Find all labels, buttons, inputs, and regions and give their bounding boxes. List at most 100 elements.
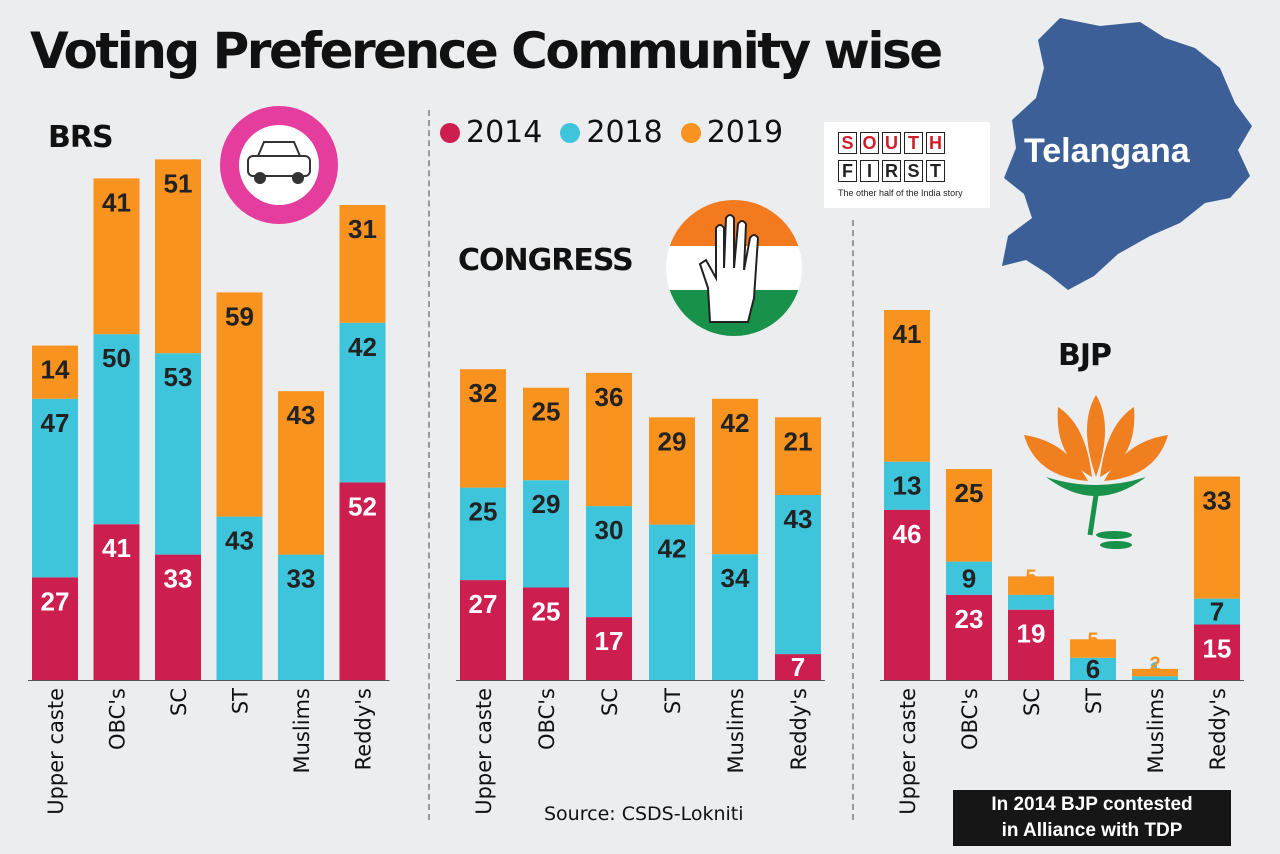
note-line-1: In 2014 BJP contested (991, 794, 1193, 815)
note-line-2: in Alliance with TDP (1001, 820, 1183, 841)
legend-item-2019: 2019 (680, 115, 784, 150)
logo-letter: S (838, 132, 857, 154)
data-label: 29 (658, 426, 687, 456)
data-label: 19 (1017, 619, 1046, 649)
legend: 2014 2018 2019 (440, 115, 783, 150)
bar-segment (586, 372, 632, 507)
congress-hand-logo-icon (666, 200, 802, 336)
data-label: 30 (595, 515, 624, 545)
bar-segment (1194, 598, 1240, 625)
category-label: ST (1082, 688, 1106, 714)
data-label: 42 (721, 408, 750, 438)
data-label: 43 (784, 504, 813, 534)
bar-segment (775, 654, 821, 680)
data-label: 5 (1025, 567, 1036, 589)
data-label: 25 (532, 597, 561, 627)
bar-segment (946, 561, 992, 595)
legend-item-2018: 2018 (560, 115, 663, 150)
bar-segment (32, 398, 78, 578)
telangana-map-icon (1002, 18, 1252, 290)
chart-title: Voting Preference Community wise (30, 22, 943, 80)
category-label: Muslims (1144, 688, 1168, 773)
data-label: 46 (893, 519, 922, 549)
data-label: 31 (348, 214, 377, 244)
bar-segment (155, 159, 201, 354)
bar-segment (32, 345, 78, 399)
bar-segment (339, 205, 386, 323)
data-label: 34 (721, 563, 750, 593)
data-label: 13 (893, 471, 922, 501)
category-label: SC (598, 688, 622, 716)
bar-segment (946, 469, 992, 562)
data-label: 7 (791, 652, 805, 682)
data-label: 6 (1086, 654, 1100, 684)
category-label: OBC's (106, 688, 130, 750)
logo-row-2: F I R S T (838, 160, 945, 182)
logo-row-1: S O U T H (838, 132, 945, 154)
data-label: 33 (164, 564, 193, 594)
logo-letter: T (904, 132, 923, 154)
data-label: 36 (595, 382, 624, 412)
category-label: Muslims (724, 688, 748, 773)
bar-segment (649, 417, 695, 525)
legend-label-2019: 2019 (706, 115, 784, 150)
bar-segment (775, 417, 821, 495)
bar-segment (460, 580, 506, 680)
bar-segment (93, 524, 140, 680)
bar-segment (278, 391, 324, 555)
south-first-logo: S O U T H F I R S T The other half of th… (824, 122, 990, 208)
data-label: 41 (102, 533, 131, 563)
category-label: OBC's (958, 688, 982, 750)
legend-label-2018: 2018 (586, 115, 663, 150)
divider-left (428, 110, 430, 820)
category-label: Upper caste (472, 688, 496, 815)
bar-segment (1070, 639, 1116, 658)
category-label: OBC's (535, 688, 559, 750)
category-label: SC (1020, 688, 1044, 716)
bar-segment (93, 178, 140, 335)
data-label: 25 (955, 478, 984, 508)
data-label: 17 (595, 626, 624, 656)
chart-congress: 27 25 32 Upper caste 25 29 25 OBC's 17 30 36 SC 42 29… (456, 369, 825, 815)
bar-segment (1070, 657, 1116, 680)
bjp-label: BJP (1058, 338, 1112, 373)
bjp-lotus-logo-icon (1024, 395, 1168, 549)
bar-segment (523, 480, 569, 588)
bar-segment (216, 516, 263, 680)
bar-segment (32, 577, 78, 680)
category-label: Reddy's (352, 688, 376, 770)
data-label: 5 (1087, 630, 1098, 652)
bar-segment (649, 524, 695, 680)
bar-segment (1132, 676, 1178, 680)
data-label: 32 (469, 378, 498, 408)
bar-segment (523, 587, 569, 680)
bar-segment (1194, 476, 1240, 599)
data-label: 25 (532, 397, 561, 427)
category-label: ST (661, 688, 685, 714)
data-label: 14 (41, 355, 70, 385)
bar-segment (712, 398, 758, 555)
logo-letter: U (882, 132, 901, 154)
data-label: 29 (532, 489, 561, 519)
logo-letter: S (904, 160, 923, 182)
data-label: 41 (102, 187, 131, 217)
bar-segment (884, 310, 930, 462)
data-label: 27 (41, 586, 70, 616)
bar-segment (946, 594, 992, 680)
logo-tagline: The other half of the India story (838, 188, 963, 198)
data-label: 52 (348, 491, 377, 521)
legend-label-2014: 2014 (466, 115, 543, 150)
bar-segment (155, 554, 201, 680)
data-label: 2 (1149, 654, 1160, 676)
data-label: 33 (1203, 486, 1232, 516)
bar-segment (1008, 594, 1054, 610)
legend-swatch-2014 (440, 122, 460, 143)
data-label: 7 (1210, 597, 1224, 627)
category-label: Reddy's (1206, 688, 1230, 770)
bar-segment (586, 506, 632, 618)
brs-car-logo-icon (220, 106, 338, 224)
category-label: ST (229, 688, 253, 714)
bar-segment (1008, 609, 1054, 680)
